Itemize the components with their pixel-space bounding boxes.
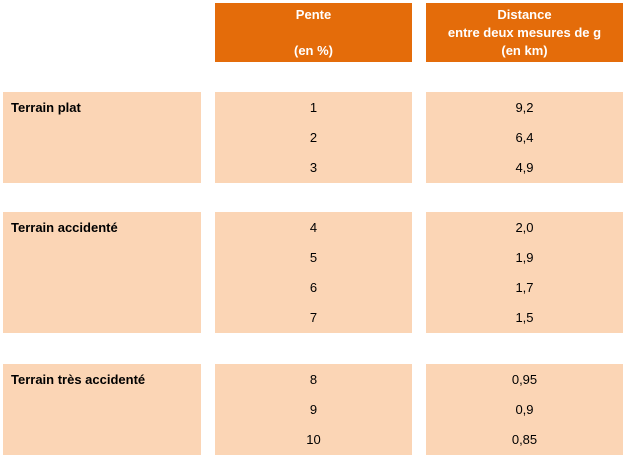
group-label: Terrain très accidenté xyxy=(11,372,146,387)
pente-value: 8 xyxy=(309,372,318,387)
distance-header-title: Distance xyxy=(497,7,552,22)
pente-value: 5 xyxy=(309,250,318,265)
distance-value: 1,7 xyxy=(515,280,534,295)
distance-column-cell: 0,95 0,9 0,85 xyxy=(426,364,623,455)
group-label: Terrain plat xyxy=(11,100,81,115)
pente-value: 6 xyxy=(309,280,318,295)
pente-value: 9 xyxy=(309,402,318,417)
distance-value: 9,2 xyxy=(515,100,534,115)
distance-value: 0,85 xyxy=(511,432,538,447)
pente-column-cell: 1 2 3 xyxy=(215,92,412,183)
group-label: Terrain accidenté xyxy=(11,220,118,235)
distance-value: 1,5 xyxy=(515,310,534,325)
group-label-cell: Terrain plat xyxy=(3,92,201,183)
pente-value: 4 xyxy=(309,220,318,235)
distance-value: 1,9 xyxy=(515,250,534,265)
group-label-cell: Terrain très accidenté xyxy=(3,364,201,455)
pente-value: 1 xyxy=(309,100,318,115)
pente-header-title: Pente xyxy=(295,7,332,22)
pente-header: Pente (en %) xyxy=(215,3,412,62)
distance-value: 4,9 xyxy=(515,160,534,175)
pente-value: 7 xyxy=(309,310,318,325)
group-label-cell: Terrain accidenté xyxy=(3,212,201,333)
distance-column-cell: 2,0 1,9 1,7 1,5 xyxy=(426,212,623,333)
distance-column-cell: 9,2 6,4 4,9 xyxy=(426,92,623,183)
pente-value: 3 xyxy=(309,160,318,175)
distance-header-desc: entre deux mesures de g xyxy=(447,25,602,40)
pente-column-cell: 4 5 6 7 xyxy=(215,212,412,333)
pente-column-cell: 8 9 10 xyxy=(215,364,412,455)
distance-header-unit: (en km) xyxy=(501,43,548,58)
distance-value: 0,9 xyxy=(515,402,534,417)
pente-value: 10 xyxy=(306,432,321,447)
pente-header-unit: (en %) xyxy=(294,43,333,58)
distance-header: Distance entre deux mesures de g (en km) xyxy=(426,3,623,62)
distance-value: 6,4 xyxy=(515,130,534,145)
distance-value: 0,95 xyxy=(511,372,538,387)
distance-value: 2,0 xyxy=(515,220,534,235)
pente-value: 2 xyxy=(309,130,318,145)
